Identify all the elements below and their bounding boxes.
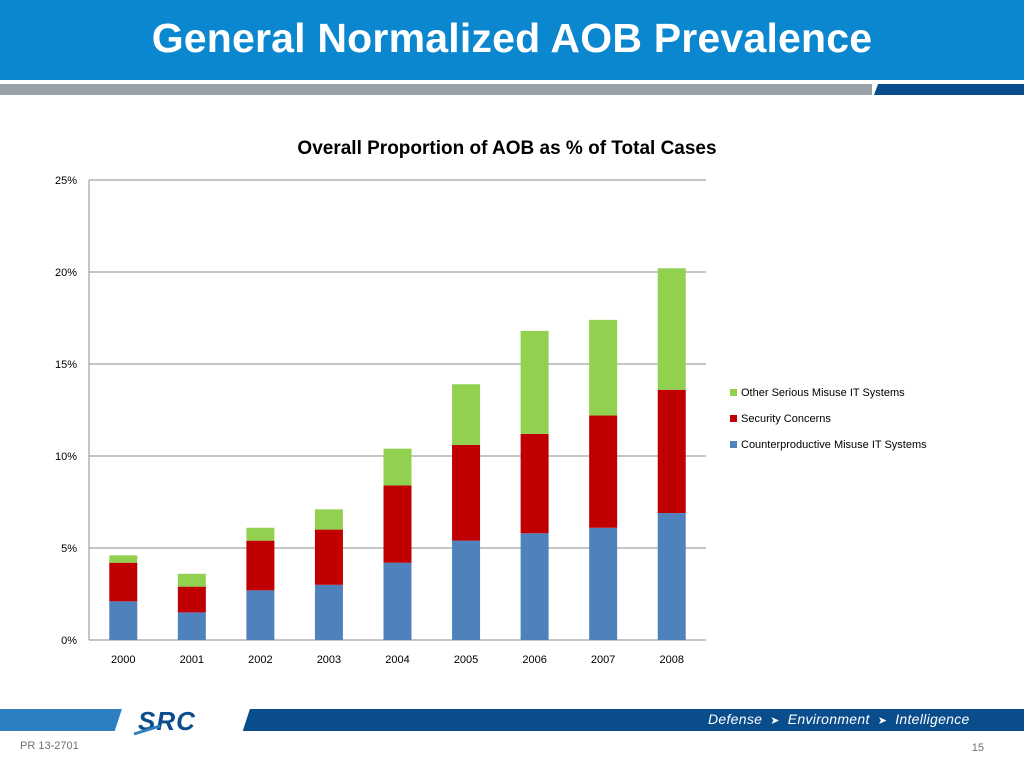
x-tick-label: 2005	[454, 654, 478, 666]
footer-code: PR 13-2701	[20, 740, 79, 752]
x-tick-label: 2004	[385, 654, 409, 666]
bar-2001-series-2	[177, 573, 206, 587]
x-tick-label: 2002	[248, 654, 272, 666]
page-number: 15	[971, 742, 984, 754]
bar-2006-series-2	[520, 330, 549, 434]
bar-2001-series-1	[177, 586, 206, 613]
bar-2008-series-0	[657, 513, 686, 640]
bar-2007-series-1	[589, 415, 618, 528]
bar-2001-series-0	[177, 612, 206, 640]
bar-2002-series-1	[246, 540, 275, 591]
bar-2006-series-1	[520, 433, 549, 534]
bar-2006-series-0	[520, 533, 549, 640]
bar-2000-series-1	[109, 562, 138, 602]
bar-2004-series-0	[383, 562, 412, 640]
y-tick-label: 20%	[55, 267, 77, 279]
bar-2002-series-0	[246, 590, 275, 640]
bar-2003-series-0	[314, 584, 343, 640]
bar-2004-series-1	[383, 485, 412, 563]
bar-2008-series-2	[657, 268, 686, 390]
bar-2007-series-2	[589, 319, 618, 416]
legend-swatch	[730, 441, 737, 448]
y-tick-label: 15%	[55, 359, 77, 371]
bar-2004-series-2	[383, 448, 412, 486]
tagline-intelligence: Intelligence	[895, 711, 970, 727]
bar-2005-series-0	[452, 540, 481, 640]
slide-title: General Normalized AOB Prevalence	[151, 15, 873, 61]
y-tick-label: 5%	[61, 543, 77, 555]
y-tick-label: 25%	[55, 175, 77, 187]
legend-label: Security Concerns	[741, 413, 831, 425]
x-tick-label: 2006	[522, 654, 546, 666]
bar-2008-series-1	[657, 389, 686, 514]
tagline-separator-icon: ➤	[770, 715, 780, 727]
footer-tagline: Defense ➤ Environment ➤ Intelligence	[708, 711, 970, 727]
y-tick-label: 0%	[61, 635, 77, 647]
tagline-defense: Defense	[708, 711, 763, 727]
legend-label: Counterproductive Misuse IT Systems	[741, 439, 927, 451]
tagline-environment: Environment	[787, 711, 870, 727]
x-tick-label: 2003	[317, 654, 341, 666]
chart-title: Overall Proportion of AOB as % of Total …	[297, 138, 716, 159]
legend-swatch	[730, 415, 737, 422]
x-tick-label: 2008	[659, 654, 683, 666]
header-blue-accent	[874, 84, 1024, 95]
bar-2003-series-2	[314, 509, 343, 530]
x-tick-label: 2001	[180, 654, 204, 666]
bar-2000-series-2	[109, 555, 138, 563]
y-tick-label: 10%	[55, 451, 77, 463]
x-tick-label: 2000	[111, 654, 135, 666]
bar-2003-series-1	[314, 529, 343, 585]
title-header: General Normalized AOB Prevalence	[0, 0, 1024, 80]
bar-2000-series-0	[109, 601, 138, 640]
x-tick-label: 2007	[591, 654, 615, 666]
header-gray-bar	[0, 84, 872, 95]
src-logo: SRC	[133, 706, 195, 736]
bar-2005-series-2	[452, 384, 481, 445]
bar-2005-series-1	[452, 444, 481, 541]
tagline-separator-icon: ➤	[877, 715, 888, 727]
footer-band	[0, 709, 1024, 731]
legend-swatch	[730, 389, 737, 396]
legend-label: Other Serious Misuse IT Systems	[741, 387, 905, 399]
bar-2002-series-2	[246, 527, 275, 541]
footer-band-light	[0, 709, 128, 731]
stacked-bar-chart: Overall Proportion of AOB as % of Total …	[55, 138, 927, 666]
bar-2007-series-0	[589, 527, 618, 640]
